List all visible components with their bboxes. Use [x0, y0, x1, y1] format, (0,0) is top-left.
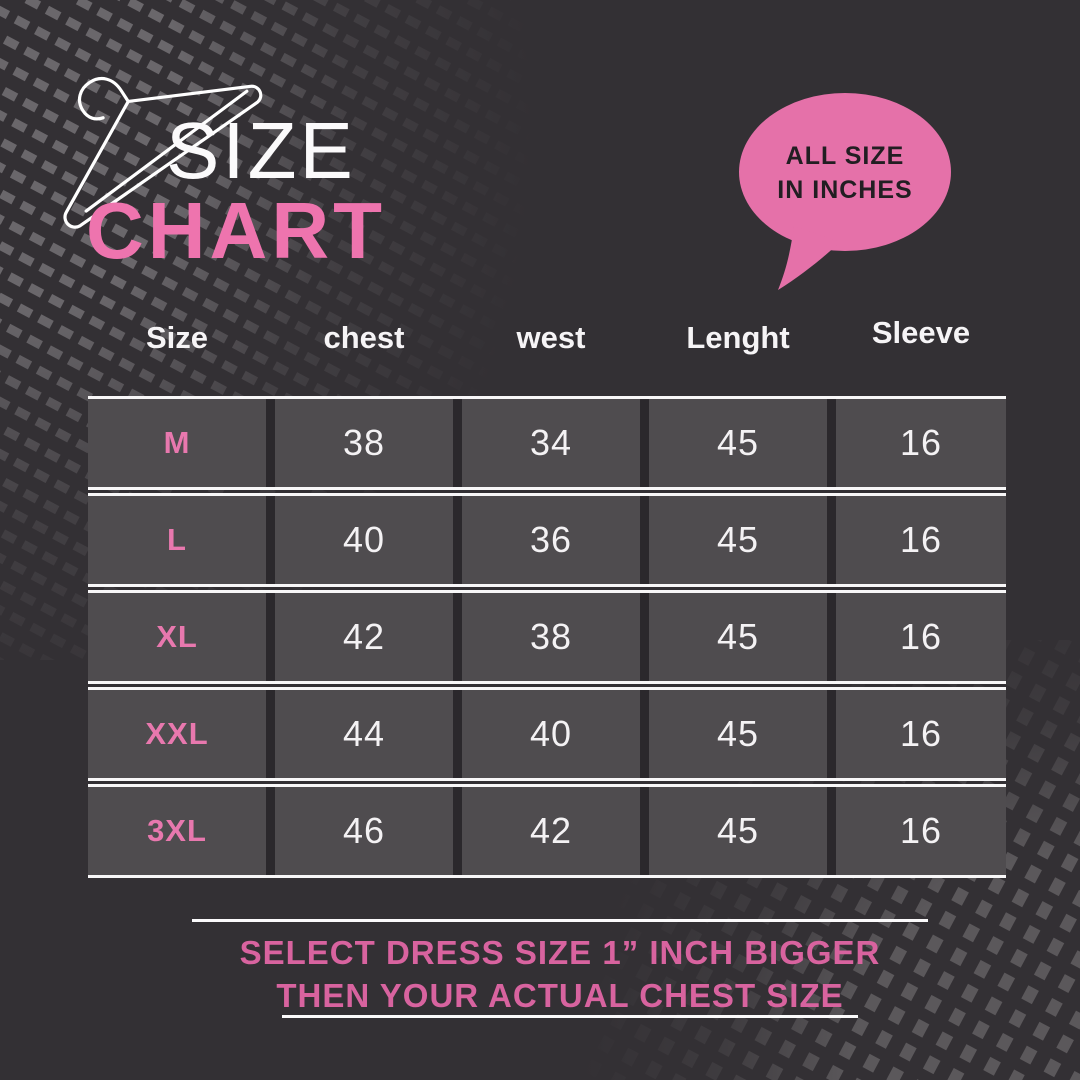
chest-value: 46: [275, 787, 453, 875]
column-header-size: Size: [145, 320, 209, 355]
footer-divider-top: [192, 919, 928, 922]
table-header-row: Size chest west Lenght Sleeve: [88, 315, 1006, 356]
footer-note-line1: SELECT DRESS SIZE 1” INCH BIGGER: [239, 934, 881, 971]
lenght-value: 45: [649, 496, 827, 584]
bubble-text-line2: IN INCHES: [777, 176, 913, 204]
west-value: 40: [462, 690, 640, 778]
lenght-value: 45: [649, 690, 827, 778]
west-value: 34: [462, 399, 640, 487]
west-value: 36: [462, 496, 640, 584]
footer-note: SELECT DRESS SIZE 1” INCH BIGGER THEN YO…: [140, 931, 980, 1017]
west-value: 42: [462, 787, 640, 875]
chest-value: 40: [275, 496, 453, 584]
size-label: M: [88, 399, 266, 487]
column-header-sleeve: Sleeve: [871, 315, 971, 350]
sleeve-value: 16: [836, 690, 1006, 778]
column-header-chest: chest: [323, 320, 405, 355]
chest-value: 42: [275, 593, 453, 681]
footer-divider-bottom: [282, 1015, 858, 1018]
sleeve-value: 16: [836, 593, 1006, 681]
table-row: 3XL 46 42 45 16: [88, 784, 1006, 878]
lenght-value: 45: [649, 593, 827, 681]
chest-value: 38: [275, 399, 453, 487]
sleeve-value: 16: [836, 399, 1006, 487]
title-chart: CHART: [86, 186, 386, 275]
table-row: L 40 36 45 16: [88, 493, 1006, 587]
units-speech-bubble: ALL SIZE IN INCHES: [728, 92, 968, 302]
footer-note-line2: THEN YOUR ACTUAL CHEST SIZE: [276, 977, 844, 1014]
column-header-west: west: [516, 320, 586, 355]
chest-value: 44: [275, 690, 453, 778]
size-label: XXL: [88, 690, 266, 778]
lenght-value: 45: [649, 399, 827, 487]
table-row: XL 42 38 45 16: [88, 590, 1006, 684]
size-label: L: [88, 496, 266, 584]
title-size: SIZE: [166, 106, 356, 195]
table-row: XXL 44 40 45 16: [88, 687, 1006, 781]
sleeve-value: 16: [836, 496, 1006, 584]
column-header-lenght: Lenght: [686, 320, 790, 355]
size-label: XL: [88, 593, 266, 681]
sleeve-value: 16: [836, 787, 1006, 875]
bubble-text-line1: ALL SIZE: [785, 142, 905, 170]
size-table: M 38 34 45 16 L 40 36 45 16 XL 42 38 45 …: [88, 396, 1006, 878]
west-value: 38: [462, 593, 640, 681]
clothes-hanger-icon: [0, 0, 380, 366]
speech-bubble-shape: [739, 93, 951, 290]
lenght-value: 45: [649, 787, 827, 875]
size-label: 3XL: [88, 787, 266, 875]
table-row: M 38 34 45 16: [88, 396, 1006, 490]
